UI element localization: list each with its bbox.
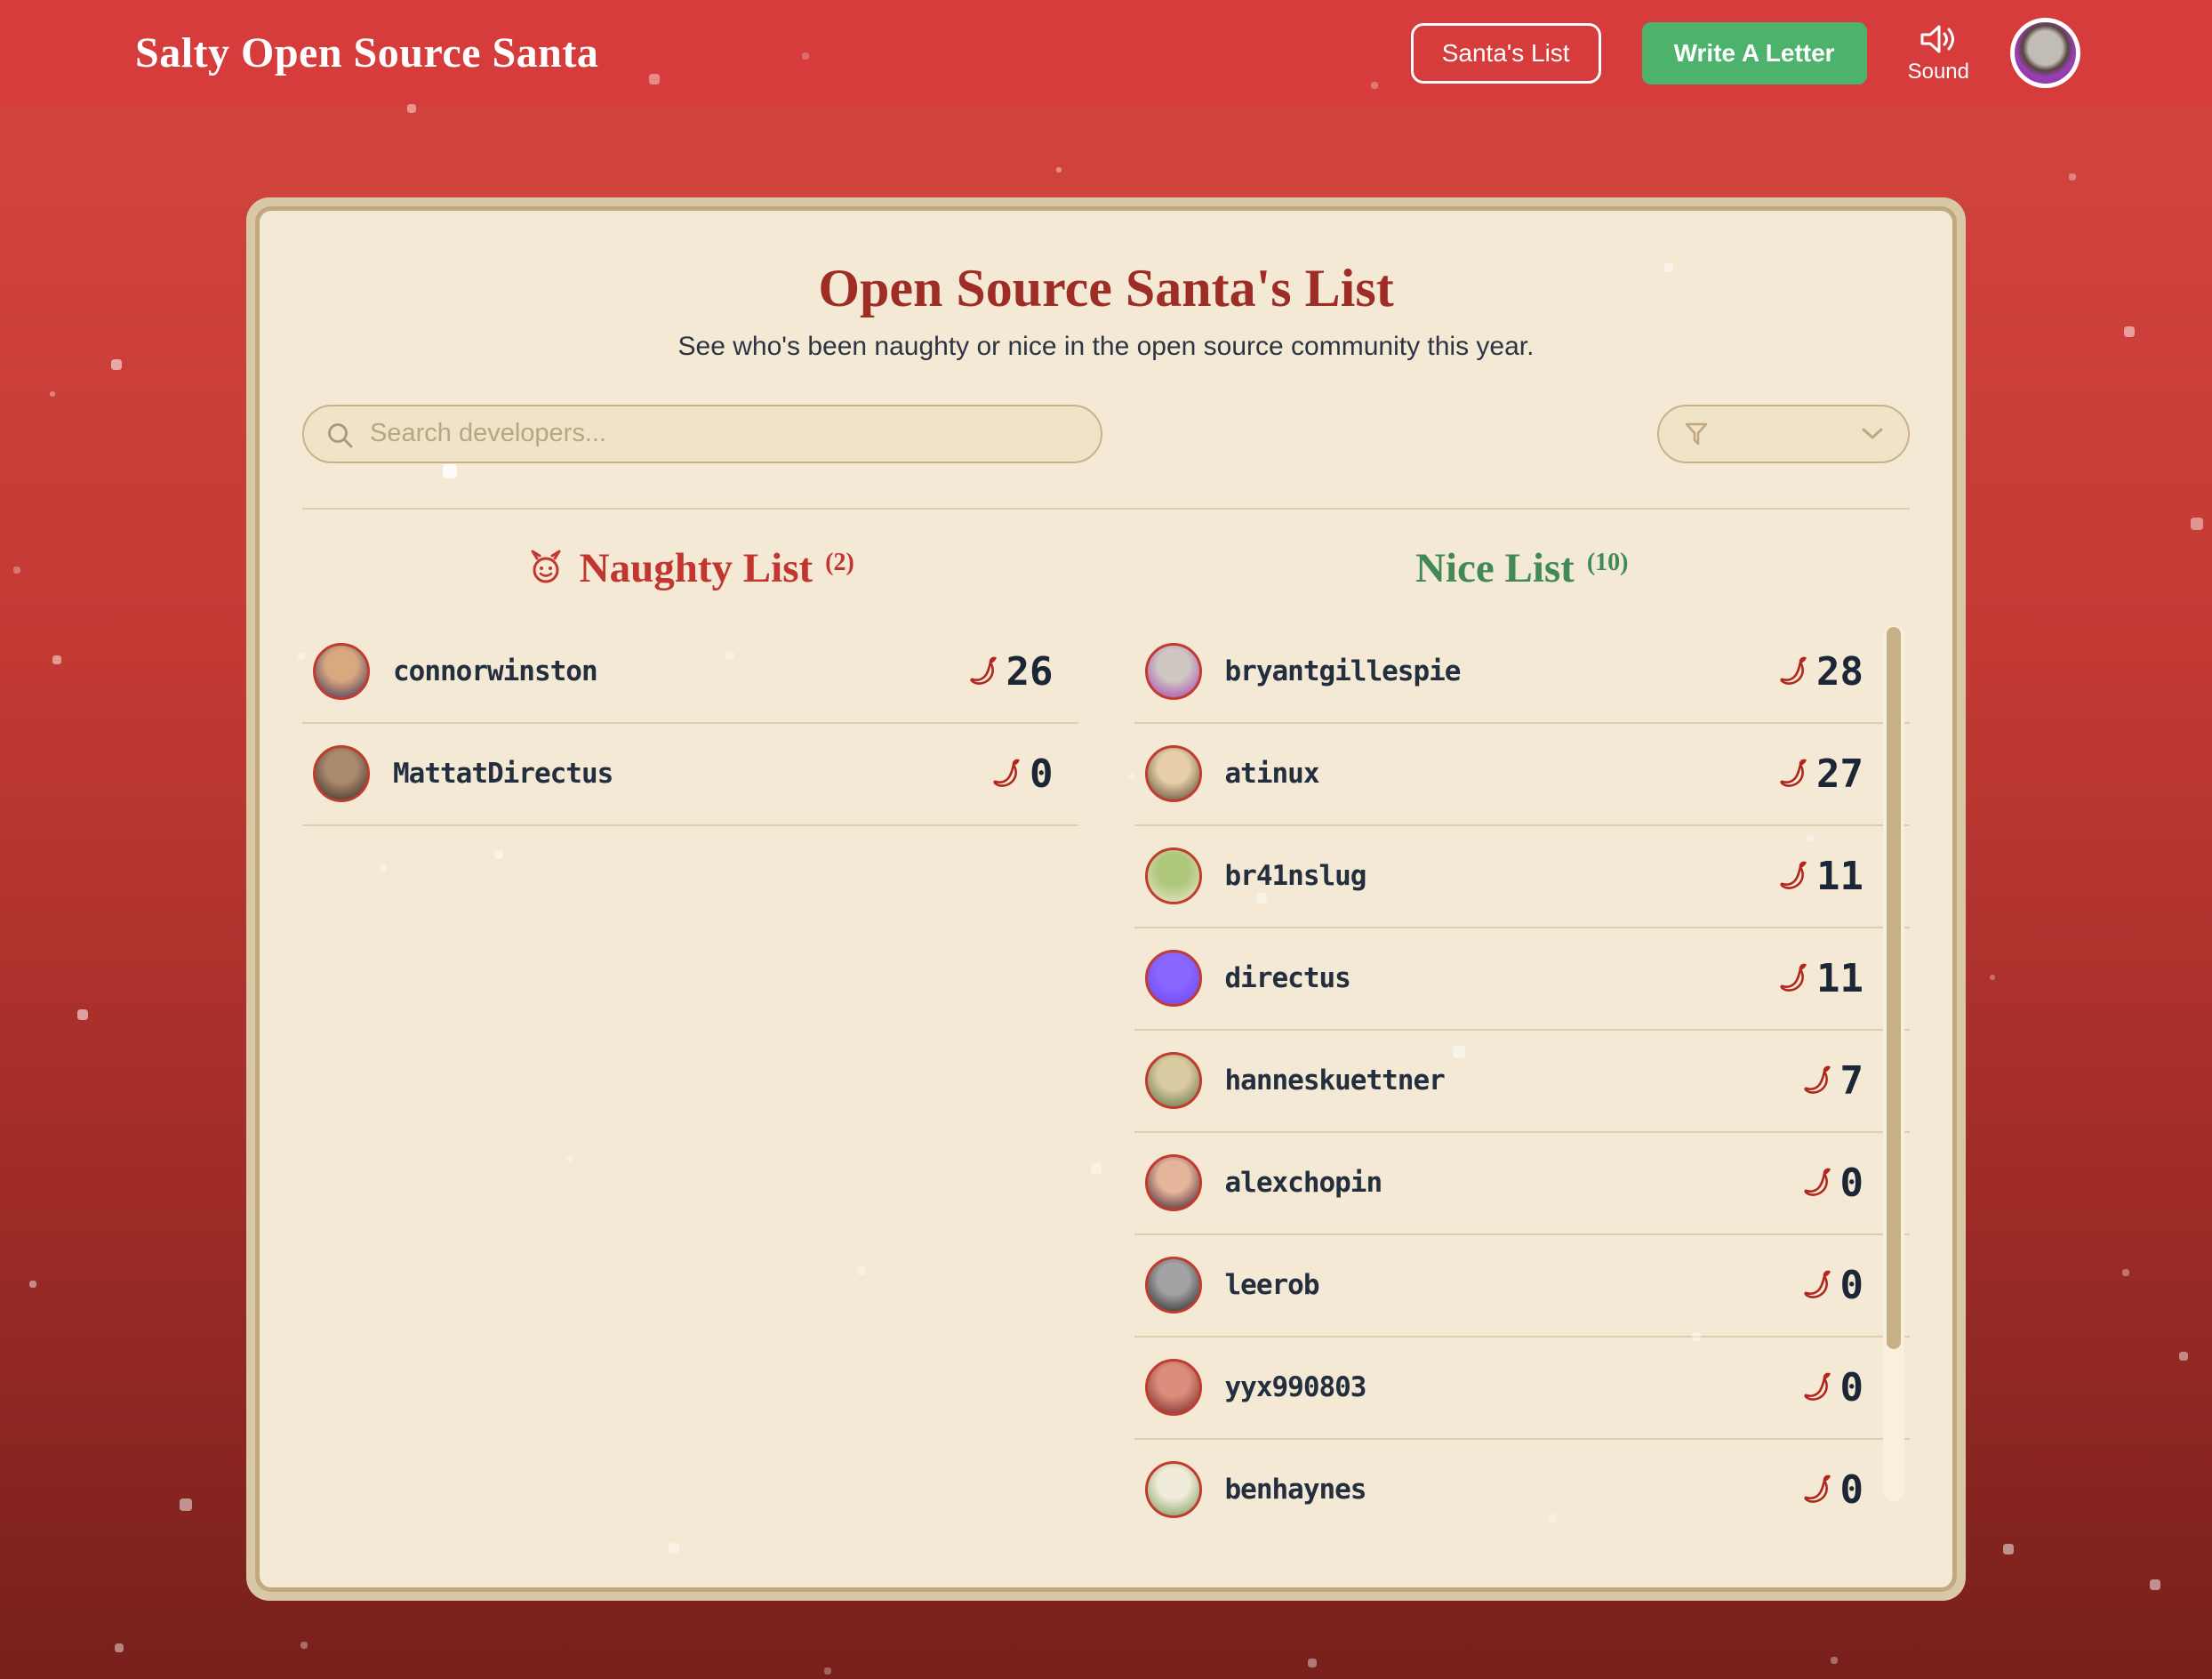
chili-icon xyxy=(1780,656,1807,686)
user-avatar[interactable] xyxy=(2010,18,2080,88)
avatar xyxy=(1144,1154,1202,1212)
search-input[interactable] xyxy=(304,406,1101,462)
list-item[interactable]: connorwinston 26 xyxy=(302,622,1078,724)
list-item[interactable]: MattatDirectus 0 xyxy=(302,724,1078,826)
username: bryantgillespie xyxy=(1224,655,1462,688)
salt-score: 28 xyxy=(1816,648,1863,695)
list-item[interactable]: br41nslug 11 xyxy=(1134,826,1910,928)
username: yyx990803 xyxy=(1224,1371,1367,1404)
avatar xyxy=(1144,1052,1202,1110)
chili-icon xyxy=(1780,963,1807,992)
salt-score: 11 xyxy=(1816,955,1863,1001)
salt-score: 0 xyxy=(1839,1466,1864,1513)
write-letter-button[interactable]: Write A Letter xyxy=(1641,21,1867,84)
username: br41nslug xyxy=(1224,860,1367,893)
chili-icon xyxy=(1803,1474,1831,1504)
avatar xyxy=(1144,745,1202,803)
divider xyxy=(302,507,1910,510)
chili-icon xyxy=(1780,861,1807,890)
list-item[interactable]: alexchopin 0 xyxy=(1134,1133,1910,1235)
avatar xyxy=(313,643,370,701)
header-nav: Santa's List Write A Letter Sound xyxy=(1410,18,2080,88)
chili-icon xyxy=(1780,759,1807,788)
chili-icon xyxy=(969,656,997,686)
chili-icon xyxy=(1803,1065,1831,1095)
naughty-list-section: Naughty List (2) connorwinston xyxy=(302,540,1078,1538)
username: connorwinston xyxy=(393,655,598,688)
nice-list-section: Nice List (10) bryantgillespie xyxy=(1134,540,1911,1538)
salt-score: 7 xyxy=(1839,1057,1864,1104)
avatar xyxy=(1144,1359,1202,1417)
salt-score: 0 xyxy=(1839,1364,1864,1410)
username: atinux xyxy=(1224,758,1320,791)
salt-score: 27 xyxy=(1816,751,1863,797)
list-item[interactable]: benhaynes 0 xyxy=(1134,1440,1911,1538)
username: benhaynes xyxy=(1224,1474,1367,1506)
list-item[interactable]: directus 11 xyxy=(1134,928,1910,1031)
username: hanneskuettner xyxy=(1224,1064,1446,1097)
scrollbar[interactable] xyxy=(1883,624,1904,1501)
username: alexchopin xyxy=(1224,1167,1383,1200)
salt-score: 0 xyxy=(1839,1262,1864,1308)
chili-icon xyxy=(1803,1168,1831,1197)
app-header: Salty Open Source Santa Santa's List Wri… xyxy=(0,0,2212,106)
santas-list-button[interactable]: Santa's List xyxy=(1410,22,1601,84)
list-item[interactable]: leerob 0 xyxy=(1134,1235,1910,1338)
search-icon xyxy=(328,422,353,448)
list-item[interactable]: hanneskuettner 7 xyxy=(1134,1031,1910,1133)
sound-toggle[interactable]: Sound xyxy=(1908,22,1969,84)
salt-score: 11 xyxy=(1816,853,1863,899)
chili-icon xyxy=(1803,1270,1831,1299)
list-item[interactable]: bryantgillespie 28 xyxy=(1134,622,1910,724)
devil-icon xyxy=(531,550,561,583)
filter-icon xyxy=(1685,422,1708,446)
sound-label: Sound xyxy=(1907,59,1969,84)
app-title: Salty Open Source Santa xyxy=(135,29,599,76)
page-title: Open Source Santa's List xyxy=(818,259,1394,317)
salt-score: 0 xyxy=(1030,751,1054,797)
chili-icon xyxy=(993,759,1020,788)
avatar xyxy=(1144,643,1202,701)
nice-count: (10) xyxy=(1586,548,1629,576)
chili-icon xyxy=(1803,1372,1831,1402)
naughty-count: (2) xyxy=(825,548,854,576)
salt-score: 0 xyxy=(1839,1160,1864,1206)
scrollbar-thumb[interactable] xyxy=(1887,626,1901,1349)
avatar xyxy=(313,745,370,803)
salt-score: 26 xyxy=(1006,648,1054,695)
avatar xyxy=(1144,1257,1202,1314)
list-item[interactable]: atinux 27 xyxy=(1134,724,1910,826)
list-item[interactable]: yyx990803 0 xyxy=(1134,1338,1910,1440)
santa-list-card: Open Source Santa's List See who's been … xyxy=(246,197,1966,1601)
avatar xyxy=(1144,848,1202,905)
chevron-down-icon xyxy=(1862,428,1883,439)
search-box xyxy=(302,404,1102,463)
username: MattatDirectus xyxy=(393,758,613,791)
avatar xyxy=(1144,1461,1202,1519)
avatar xyxy=(1144,950,1202,1008)
filter-select[interactable] xyxy=(1657,404,1910,463)
speaker-icon xyxy=(1920,25,1955,52)
username: leerob xyxy=(1224,1269,1320,1302)
page-subtitle: See who's been naughty or nice in the op… xyxy=(677,331,1535,361)
naughty-list-title: Naughty List (2) xyxy=(302,540,1078,597)
nice-list-title: Nice List (10) xyxy=(1415,544,1629,591)
username: directus xyxy=(1224,962,1351,995)
